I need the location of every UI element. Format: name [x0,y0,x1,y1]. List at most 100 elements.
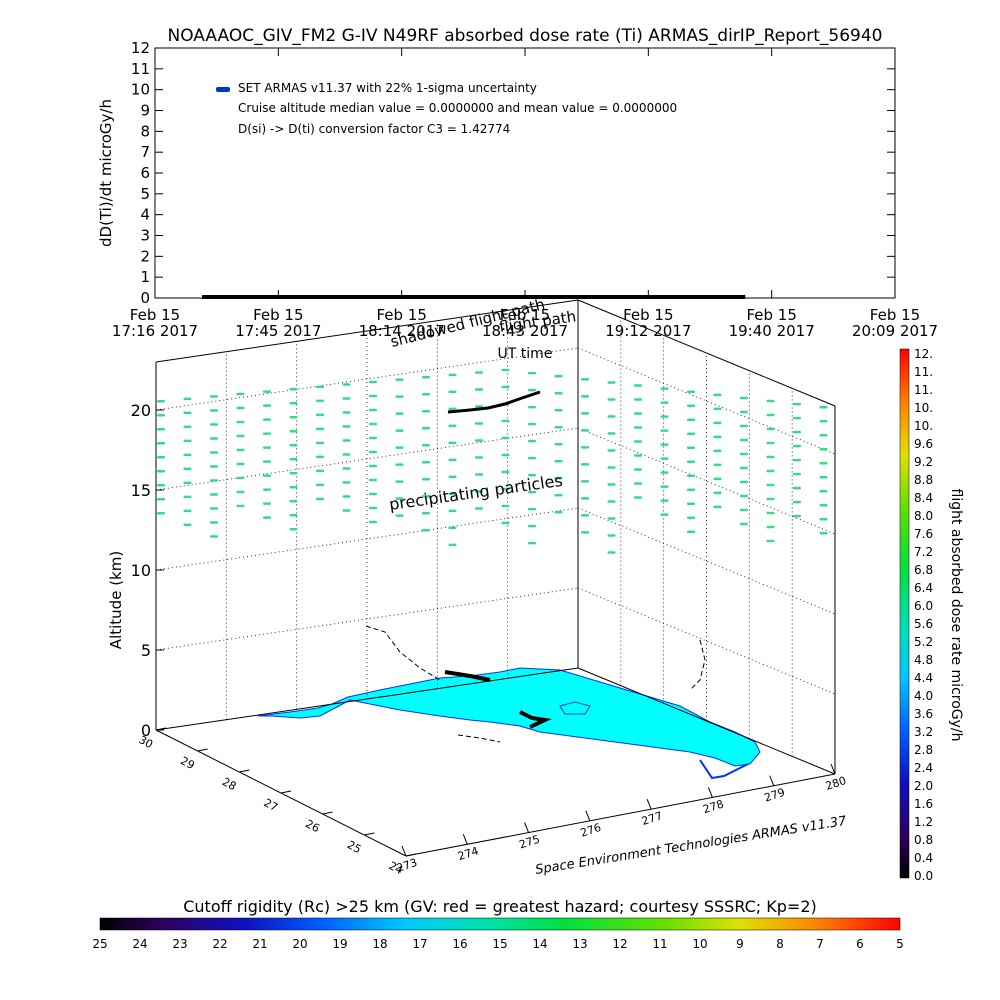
y-tick-label: 12 [131,39,150,57]
rigidity-tick-label: 23 [172,937,187,951]
particle-marker [766,399,775,403]
x-tick-date: Feb 15 [746,306,796,324]
particle-marker [422,410,430,413]
lon-tick-label: 274 [456,844,480,863]
particle-marker [395,395,404,398]
particle-marker [422,512,430,515]
particle-marker [183,495,192,499]
particle-marker [607,381,616,384]
particle-marker [501,368,510,372]
particle-marker [369,450,377,454]
particle-marker [183,397,192,401]
particle-marker [554,392,563,395]
particle-marker [660,415,669,418]
particle-marker [210,395,218,398]
particle-marker [793,402,801,406]
y-tick-label: 0 [140,289,150,307]
x-tick-date: Feb 15 [130,306,180,324]
particle-marker [793,486,801,490]
particle-marker [766,469,775,473]
particle-marker [819,462,828,465]
page-title: NOAAAOC_GIV_FM2 G-IV N49RF absorbed dose… [168,26,883,46]
x-tick-time: 18:14 2017 [359,322,445,340]
alt-tick-label: 20 [131,401,151,420]
rigidity-tick-label: 18 [372,937,387,951]
particle-marker [342,425,351,428]
lat-tick-label: 30 [137,733,155,751]
rigidity-tick-label: 24 [132,937,147,951]
particle-marker [316,413,324,417]
particle-marker [342,453,351,456]
dose-tick-label: 8.0 [914,509,933,523]
lon-tick-mark [646,798,652,810]
particle-marker [766,413,775,417]
particle-marker [687,460,695,463]
particle-marker [422,376,430,379]
rigidity-tick-label: 22 [212,937,227,951]
lat-tick-mark [239,769,250,773]
particle-marker [740,522,748,526]
rigidity-tick-label: 21 [252,937,267,951]
lat-tick-mark [197,748,208,752]
particle-marker [581,497,589,500]
dose-tick-label: 1.6 [914,797,933,811]
dose-tick-label: 7.2 [914,545,933,559]
x-tick-date: Feb 15 [253,306,303,324]
dose-tick-label: 0.4 [914,851,933,865]
particle-marker [634,468,642,471]
particle-marker [263,474,271,477]
dose-tick-label: 9.6 [914,437,933,451]
particle-marker [475,439,483,442]
particle-marker [422,495,430,498]
particle-marker [157,414,165,417]
particle-marker [289,416,298,419]
particle-marker [528,405,536,409]
particle-marker [501,487,510,491]
particle-marker [236,448,245,452]
rigidity-tick-label: 6 [856,937,864,951]
y-tick-label: 8 [140,122,150,140]
particle-marker [501,470,510,474]
particle-marker [634,454,642,457]
particle-marker [395,446,404,449]
particle-marker [236,462,245,466]
particle-marker [660,485,669,488]
lon-tick-mark [830,763,836,775]
particle-marker [740,466,748,470]
particle-marker [581,412,589,415]
rigidity-tick-label: 5 [896,937,904,951]
particle-marker [289,430,298,433]
y-tick-label: 3 [140,227,150,245]
lon-tick-mark [585,810,591,822]
particle-marker [581,463,589,466]
particle-marker [342,481,351,484]
particle-marker [395,378,404,381]
particle-marker [316,427,324,431]
particle-marker [316,455,324,459]
y-tick-label: 1 [140,268,150,286]
particle-marker [793,472,801,476]
particle-marker [528,473,536,477]
particle-marker [634,440,642,443]
particle-marker [687,502,695,505]
particle-marker [740,480,748,484]
particle-marker [687,418,695,421]
lon-tick-label: 279 [763,786,787,805]
alt-tick-label: 0 [141,721,151,740]
particle-marker [607,432,616,435]
particle-marker [475,507,483,510]
particle-marker [369,394,377,398]
particle-marker [581,514,589,517]
particle-marker [554,375,563,378]
particle-marker [395,429,404,432]
lat-tick-mark [364,832,375,836]
particle-marker [263,432,271,435]
particle-marker [263,446,271,449]
rigidity-tick-label: 15 [492,937,507,951]
particle-marker [369,422,377,426]
particle-marker [342,439,351,442]
x-tick-date: Feb 15 [376,306,426,324]
dose-tick-label: 3.2 [914,725,933,739]
particle-marker [316,385,324,389]
